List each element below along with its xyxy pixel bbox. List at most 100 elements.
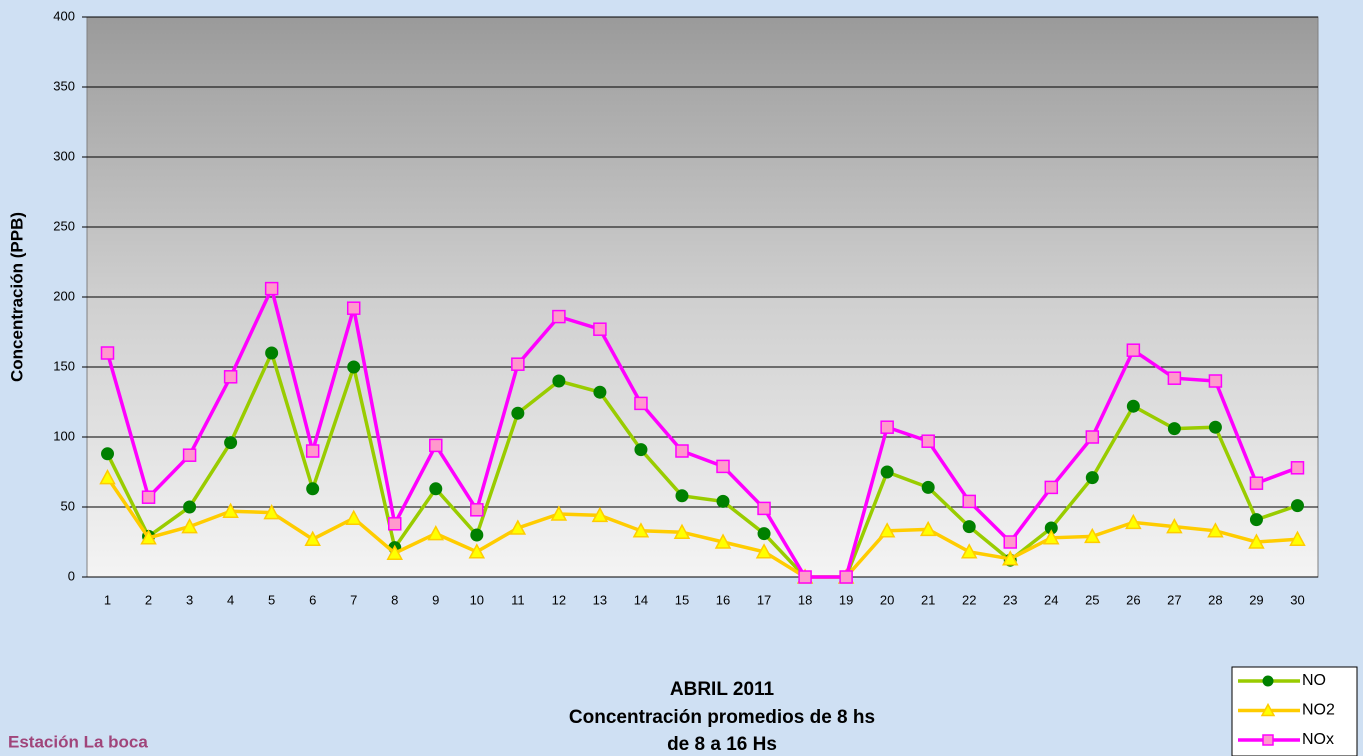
data-point [1045, 481, 1057, 493]
x-tick-label: 27 [1167, 592, 1181, 607]
data-point [553, 311, 565, 323]
data-point [512, 407, 524, 419]
data-point [922, 481, 934, 493]
data-point [676, 445, 688, 457]
x-tick-label: 12 [552, 592, 566, 607]
data-point [1250, 477, 1262, 489]
data-point [471, 504, 483, 516]
x-tick-label: 16 [716, 592, 730, 607]
y-tick-label: 300 [53, 148, 75, 163]
data-point [266, 283, 278, 295]
x-tick-label: 19 [839, 592, 853, 607]
data-point [635, 444, 647, 456]
legend-label: NO2 [1302, 702, 1335, 719]
x-tick-label: 17 [757, 592, 771, 607]
x-tick-label: 28 [1208, 592, 1222, 607]
data-point [389, 518, 401, 530]
y-tick-label: 200 [53, 288, 75, 303]
x-tick-label: 6 [309, 592, 316, 607]
data-point [348, 361, 360, 373]
y-axis-label: Concentración (PPB) [7, 212, 26, 382]
x-tick-label: 22 [962, 592, 976, 607]
x-tick-label: 25 [1085, 592, 1099, 607]
data-point [922, 435, 934, 447]
data-point [430, 439, 442, 451]
x-tick-label: 10 [470, 592, 484, 607]
data-point [184, 449, 196, 461]
data-point [553, 375, 565, 387]
data-point [799, 571, 811, 583]
x-tick-label: 23 [1003, 592, 1017, 607]
x-tick-label: 30 [1290, 592, 1304, 607]
y-tick-label: 150 [53, 358, 75, 373]
data-point [1004, 536, 1016, 548]
legend-label: NO [1302, 672, 1326, 689]
title-line: ABRIL 2011 [670, 679, 775, 700]
x-tick-label: 21 [921, 592, 935, 607]
data-point [225, 437, 237, 449]
data-point [1127, 400, 1139, 412]
data-point [102, 448, 114, 460]
data-point [307, 445, 319, 457]
x-tick-label: 20 [880, 592, 894, 607]
legend-marker [1263, 735, 1273, 745]
y-tick-label: 350 [53, 78, 75, 93]
x-tick-label: 11 [511, 592, 525, 607]
data-point [840, 571, 852, 583]
data-point [184, 501, 196, 513]
data-point [963, 495, 975, 507]
data-point [143, 491, 155, 503]
data-point [1209, 421, 1221, 433]
data-point [594, 386, 606, 398]
legend-marker [1263, 676, 1273, 686]
x-tick-label: 1 [104, 592, 111, 607]
data-point [266, 347, 278, 359]
data-point [1127, 344, 1139, 356]
title-line: de 8 a 16 Hs [667, 734, 777, 755]
data-point [758, 502, 770, 514]
data-point [1209, 375, 1221, 387]
x-tick-label: 15 [675, 592, 689, 607]
page: Concentración (PPB) ABRIL 2011 Concentra… [0, 0, 1363, 756]
y-tick-label: 0 [68, 568, 75, 583]
data-point [1168, 372, 1180, 384]
y-tick-label: 400 [53, 8, 75, 23]
station-label: Estación La boca [8, 732, 148, 751]
data-point [758, 528, 770, 540]
data-point [1291, 500, 1303, 512]
x-tick-label: 3 [186, 592, 193, 607]
x-tick-label: 5 [268, 592, 275, 607]
x-tick-label: 26 [1126, 592, 1140, 607]
x-tick-label: 29 [1249, 592, 1263, 607]
data-point [881, 466, 893, 478]
data-point [307, 483, 319, 495]
x-tick-label: 2 [145, 592, 152, 607]
data-point [594, 323, 606, 335]
x-tick-label: 24 [1044, 592, 1058, 607]
data-point [1086, 431, 1098, 443]
data-point [717, 495, 729, 507]
data-point [1168, 423, 1180, 435]
data-point [1291, 462, 1303, 474]
data-point [225, 371, 237, 383]
y-tick-label: 250 [53, 218, 75, 233]
title-line: Concentración promedios de 8 hs [569, 707, 875, 728]
x-tick-label: 13 [593, 592, 607, 607]
data-point [676, 490, 688, 502]
x-tick-label: 7 [350, 592, 357, 607]
x-tick-label: 4 [227, 592, 234, 607]
data-point [963, 521, 975, 533]
chart: Concentración (PPB) ABRIL 2011 Concentra… [0, 0, 1363, 756]
data-point [512, 358, 524, 370]
data-point [1086, 472, 1098, 484]
y-tick-label: 50 [61, 498, 75, 513]
data-point [348, 302, 360, 314]
x-tick-label: 14 [634, 592, 648, 607]
data-point [1250, 514, 1262, 526]
data-point [430, 483, 442, 495]
data-point [471, 529, 483, 541]
x-tick-label: 9 [432, 592, 439, 607]
data-point [102, 347, 114, 359]
data-point [635, 397, 647, 409]
legend-label: NOx [1302, 731, 1334, 748]
